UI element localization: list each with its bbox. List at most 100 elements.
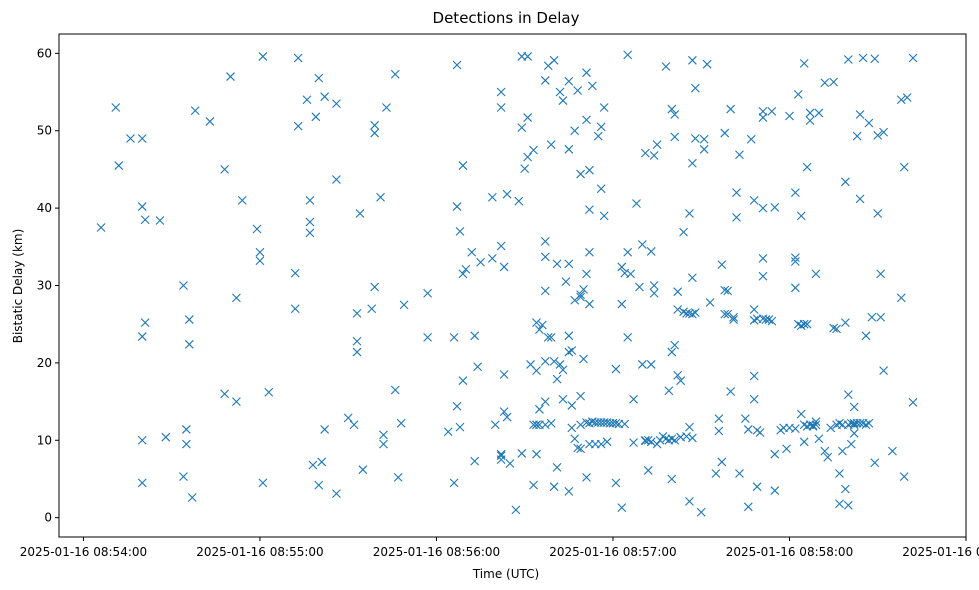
data-point [543,332,553,342]
data-point [785,111,794,121]
data-point [829,77,839,87]
data-point [849,402,859,412]
data-point [582,115,591,125]
data-point [564,259,574,269]
data-point [690,83,700,93]
data-point [96,223,106,232]
data-point [585,165,594,175]
data-point [576,292,585,302]
data-point [629,394,638,404]
data-points [96,50,918,517]
data-point [820,78,830,88]
data-point [517,123,527,133]
data-point [596,439,606,449]
data-point [332,99,341,109]
data-point [576,444,585,454]
data-point [702,59,712,69]
data-point [617,503,627,512]
data-point [649,151,659,160]
data-point [805,116,815,126]
data-point [746,134,756,144]
data-point [179,472,188,482]
data-point [864,118,874,128]
data-point [187,493,197,502]
data-point [382,103,391,112]
data-point [458,161,468,170]
data-point [896,95,906,105]
data-point [793,89,803,99]
data-point [673,305,683,314]
data-point [879,366,889,376]
data-point [370,128,380,138]
data-point [599,211,609,221]
data-point [502,412,512,422]
data-point [552,374,562,384]
data-point [549,356,559,366]
data-point [370,120,380,130]
data-point [567,346,577,355]
data-point [637,240,647,249]
data-point [596,184,606,194]
data-point [140,318,150,328]
data-point [661,62,671,71]
data-point [814,108,824,118]
data-point [184,315,194,324]
data-point [899,472,909,482]
data-point [393,473,403,482]
data-point [502,189,512,199]
data-point [311,112,321,122]
data-point [758,113,768,122]
data-point [540,237,550,246]
data-point [452,202,462,211]
data-point [720,309,730,319]
data-point [520,164,530,174]
data-point [799,59,809,68]
data-point [790,424,800,434]
data-point [705,298,715,307]
data-point [873,209,883,218]
data-point [190,106,200,115]
data-point [546,418,556,428]
data-point [585,299,594,309]
data-point [258,52,268,61]
data-point [790,188,800,198]
data-point [352,308,362,318]
data-point [752,482,762,492]
data-point [682,432,691,441]
data-point [782,444,791,454]
data-point [652,439,662,449]
data-point [717,457,727,467]
data-point [888,446,897,456]
data-point [232,397,241,406]
data-point [423,332,433,342]
data-point [596,122,606,132]
data-point [396,418,406,428]
data-point [790,283,800,293]
data-point [688,158,697,168]
data-point [770,486,780,495]
data-point [743,425,753,434]
x-axis-label: Time (UTC) [472,567,539,581]
data-point [749,315,759,325]
data-point [723,286,733,296]
data-point [317,457,327,467]
data-point [585,247,594,257]
data-point [455,226,465,236]
data-point [137,435,147,445]
data-point [729,312,738,322]
data-point [849,420,859,430]
data-point [735,150,744,160]
data-point [379,439,388,449]
data-point [758,106,768,116]
data-point [640,435,650,445]
data-point [576,169,585,179]
data-point [667,434,677,444]
data-point [676,376,686,386]
data-point [540,356,550,366]
data-point [840,318,850,328]
data-point [540,420,550,430]
data-point [423,288,433,298]
data-point [811,420,821,430]
data-point [473,362,483,372]
